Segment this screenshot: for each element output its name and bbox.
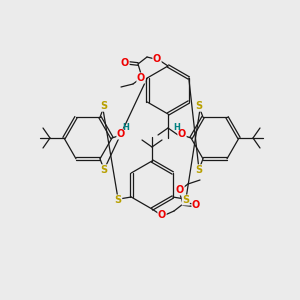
Text: O: O bbox=[153, 54, 161, 64]
Text: S: S bbox=[115, 195, 122, 205]
Text: S: S bbox=[195, 165, 203, 175]
Text: H: H bbox=[123, 124, 129, 133]
Text: O: O bbox=[158, 210, 166, 220]
Text: O: O bbox=[137, 73, 145, 83]
Text: S: S bbox=[100, 101, 108, 111]
Text: O: O bbox=[176, 185, 184, 195]
Text: O: O bbox=[121, 58, 129, 68]
Text: S: S bbox=[195, 101, 203, 111]
Text: H: H bbox=[174, 124, 180, 133]
Text: S: S bbox=[100, 165, 108, 175]
Text: O: O bbox=[178, 129, 186, 139]
Text: O: O bbox=[117, 129, 125, 139]
Text: S: S bbox=[182, 195, 189, 205]
Text: O: O bbox=[192, 200, 200, 210]
